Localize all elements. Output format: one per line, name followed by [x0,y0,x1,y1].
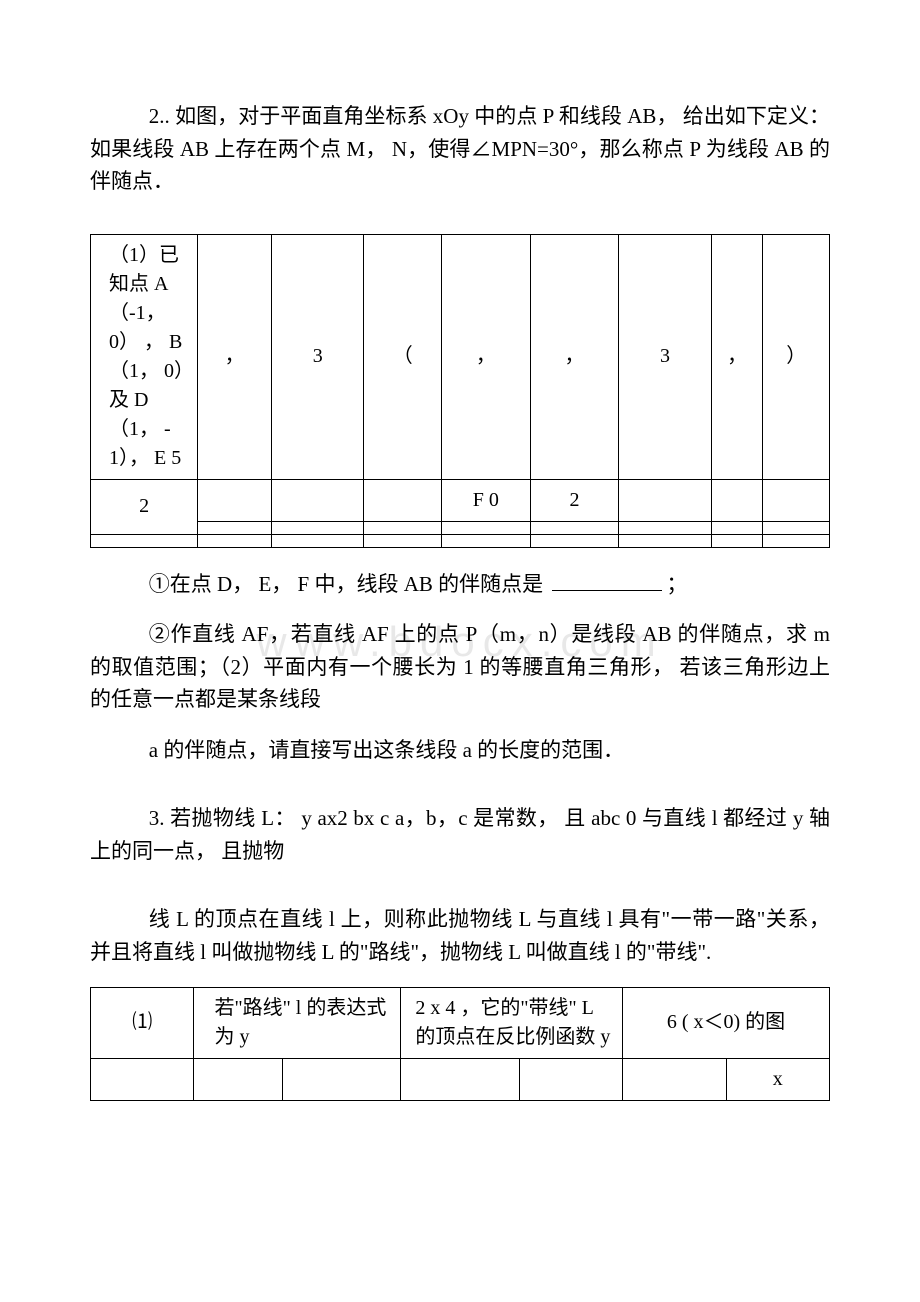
q2-sub2: ②作直线 AF，若直线 AF 上的点 P（m，n）是线段 AB 的伴随点，求 m… [90,618,830,716]
q3-table: ⑴ 若"路线" l 的表达式为 y 2 x 4 ，它的"带线" L 的顶点在反比… [90,987,830,1101]
cell: ， [442,234,531,479]
cell [763,534,830,547]
spacer [90,885,830,903]
cell [198,521,272,534]
q2-sub1: ①在点 D， E， F 中，线段 AB 的伴随点是 ； [90,568,830,601]
q2-sub1-suffix: ； [666,572,687,596]
cell [763,479,830,521]
cell [272,534,364,547]
spacer [90,784,830,802]
cell: x [726,1058,830,1100]
cell [198,534,272,547]
cell [272,521,364,534]
q2-sub3: a 的伴随点，请直接写出这条线段 a 的长度的范围． [90,734,830,767]
q2-sub1-prefix: ①在点 D， E， F 中，线段 AB 的伴随点是 [149,572,549,596]
cell [619,521,711,534]
cell: 3 [619,234,711,479]
table-row: x [91,1058,830,1100]
spacer [90,216,830,234]
cell [619,534,711,547]
table-row [91,534,830,547]
cell: ） [763,234,830,479]
cell [623,1058,726,1100]
cell: （ [364,234,442,479]
cell: ⑴ [91,987,194,1058]
cell: ， [198,234,272,479]
q3-intro: 3. 若抛物线 L： y ax2 bx c a，b，c 是常数， 且 abc 0… [90,802,830,867]
blank-underline [552,590,662,591]
q3-line2: 线 L 的顶点在直线 l 上，则称此抛物线 L 与直线 l 具有"一带一路"关系… [90,903,830,968]
q2-table: （1）已知点 A（-1， 0） ， B（1， 0）及 D（1， -1）， E 5… [90,234,830,548]
cell [364,534,442,547]
cell [519,1058,622,1100]
cell: 2 x 4 ，它的"带线" L 的顶点在反比例函数 y [401,987,623,1058]
table-row: 2 F 0 2 [91,479,830,521]
cell [711,521,763,534]
cell [364,479,442,521]
cell [91,534,198,547]
cell: ， [711,234,763,479]
cell [530,521,619,534]
cell [711,534,763,547]
cell [442,521,531,534]
cell [442,534,531,547]
cell: F 0 [442,479,531,521]
cell [272,479,364,521]
watermark-wrap: ①在点 D， E， F 中，线段 AB 的伴随点是 ； ②作直线 AF，若直线 … [90,568,830,716]
cell [194,1058,283,1100]
cell [401,1058,519,1100]
cell: 6 ( x＜0) 的图 [623,987,830,1058]
cell: 3 [272,234,364,479]
cell: ， [530,234,619,479]
q2-intro: 2.. 如图，对于平面直角坐标系 xOy 中的点 P 和线段 AB， 给出如下定… [90,100,830,198]
cell [530,534,619,547]
table-row [91,521,830,534]
cell [91,1058,194,1100]
table-row: ⑴ 若"路线" l 的表达式为 y 2 x 4 ，它的"带线" L 的顶点在反比… [91,987,830,1058]
cell: 若"路线" l 的表达式为 y [194,987,401,1058]
cell [711,479,763,521]
cell [364,521,442,534]
cell [763,521,830,534]
cell: 2 [91,479,198,534]
cell: 2 [530,479,619,521]
cell [283,1058,401,1100]
cell: （1）已知点 A（-1， 0） ， B（1， 0）及 D（1， -1）， E 5 [91,234,198,479]
cell [619,479,711,521]
cell [198,479,272,521]
